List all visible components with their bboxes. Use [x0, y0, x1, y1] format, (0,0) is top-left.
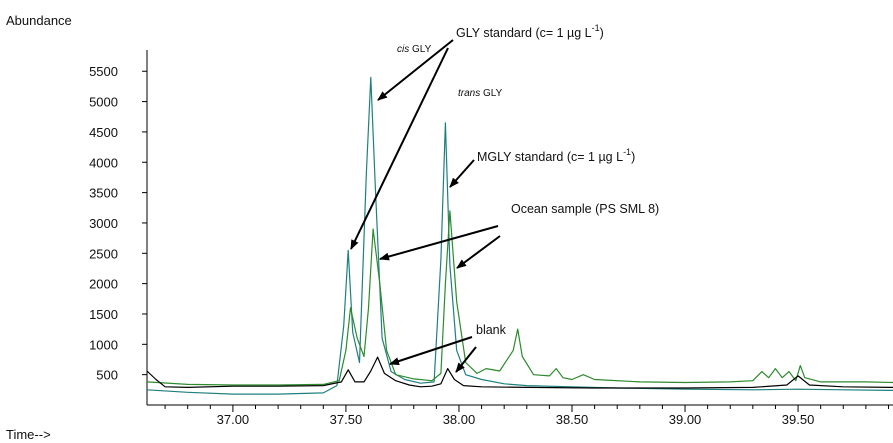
x-tick-label: 38.00	[443, 412, 476, 427]
series-line-teal	[146, 76, 893, 395]
y-tick-label: 5000	[89, 95, 118, 110]
blank-arrow-mgly	[455, 346, 477, 373]
y-tick-label: 4500	[89, 125, 118, 140]
y-axis-label: Abundance	[6, 13, 72, 28]
x-tick-label: 39.50	[782, 412, 815, 427]
y-tick-label: 1500	[89, 307, 118, 322]
ocean-arrow-mgly	[456, 235, 501, 269]
trans-gly-annotation: trans GLY	[458, 88, 503, 99]
y-tick-label: 5500	[89, 64, 118, 79]
series-line-green	[146, 210, 893, 386]
series-group	[146, 76, 893, 395]
cis-gly-annotation: cis GLY	[397, 44, 432, 55]
y-tick-label: 2000	[89, 277, 118, 292]
x-tick-label: 39.00	[669, 412, 702, 427]
x-axis-ticks: 37.00 37.50 38.00 38.50 39.00 39.50	[164, 405, 889, 427]
x-tick-label: 37.00	[217, 412, 250, 427]
mgly-arrow	[449, 159, 475, 188]
blank-annotation: blank	[476, 323, 507, 337]
x-tick-label: 38.50	[556, 412, 589, 427]
gly-standard-annotation: GLY standard (c= 1 µg L-1)	[456, 23, 604, 40]
x-tick-label: 37.50	[330, 412, 363, 427]
y-tick-label: 500	[96, 368, 118, 383]
mgly-standard-annotation: MGLY standard (c= 1 µg L-1)	[477, 147, 635, 164]
gly-arrow-cis	[350, 47, 449, 250]
y-tick-label: 3000	[89, 216, 118, 231]
y-tick-label: 3500	[89, 186, 118, 201]
ocean-sample-annotation: Ocean sample (PS SML 8)	[511, 202, 659, 216]
x-axis-label: Time-->	[6, 427, 51, 442]
y-tick-label: 1000	[89, 337, 118, 352]
y-tick-label: 4000	[89, 155, 118, 170]
blank-arrow-gly	[389, 336, 473, 365]
gly-arrow-trans	[377, 39, 454, 101]
ocean-arrow-gly	[379, 225, 499, 261]
y-axis-ticks: 500 1000 1500 2000 2500 3000 3500 4000 4500 5000 5…	[89, 64, 147, 383]
y-tick-label: 2500	[89, 246, 118, 261]
series-line-black	[146, 356, 893, 389]
